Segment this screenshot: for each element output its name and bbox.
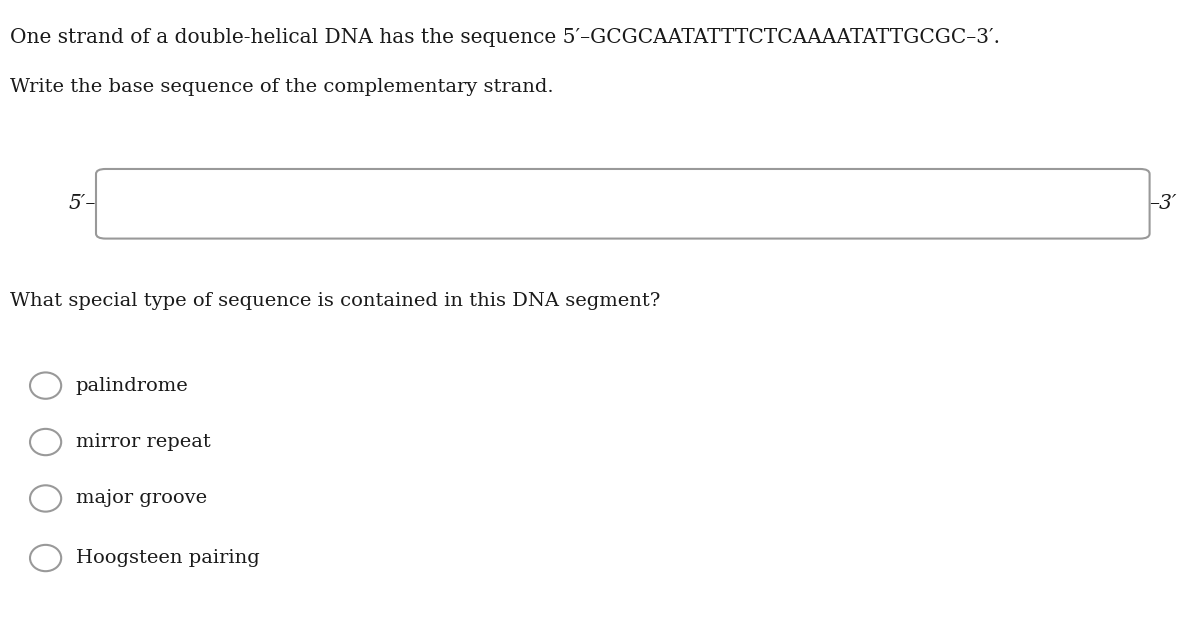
Text: palindrome: palindrome [76, 377, 188, 394]
Text: What special type of sequence is contained in this DNA segment?: What special type of sequence is contain… [10, 292, 660, 310]
Text: One strand of a double-helical DNA has the sequence 5′–GCGCAATATTTCTCAAAATATTGCG: One strand of a double-helical DNA has t… [10, 28, 1000, 47]
FancyBboxPatch shape [96, 169, 1150, 238]
Text: –3′: –3′ [1150, 194, 1177, 213]
Text: 5′–: 5′– [68, 194, 96, 213]
Text: Write the base sequence of the complementary strand.: Write the base sequence of the complemen… [10, 78, 553, 97]
Text: major groove: major groove [76, 490, 206, 507]
Text: mirror repeat: mirror repeat [76, 433, 210, 451]
Text: Hoogsteen pairing: Hoogsteen pairing [76, 549, 259, 567]
